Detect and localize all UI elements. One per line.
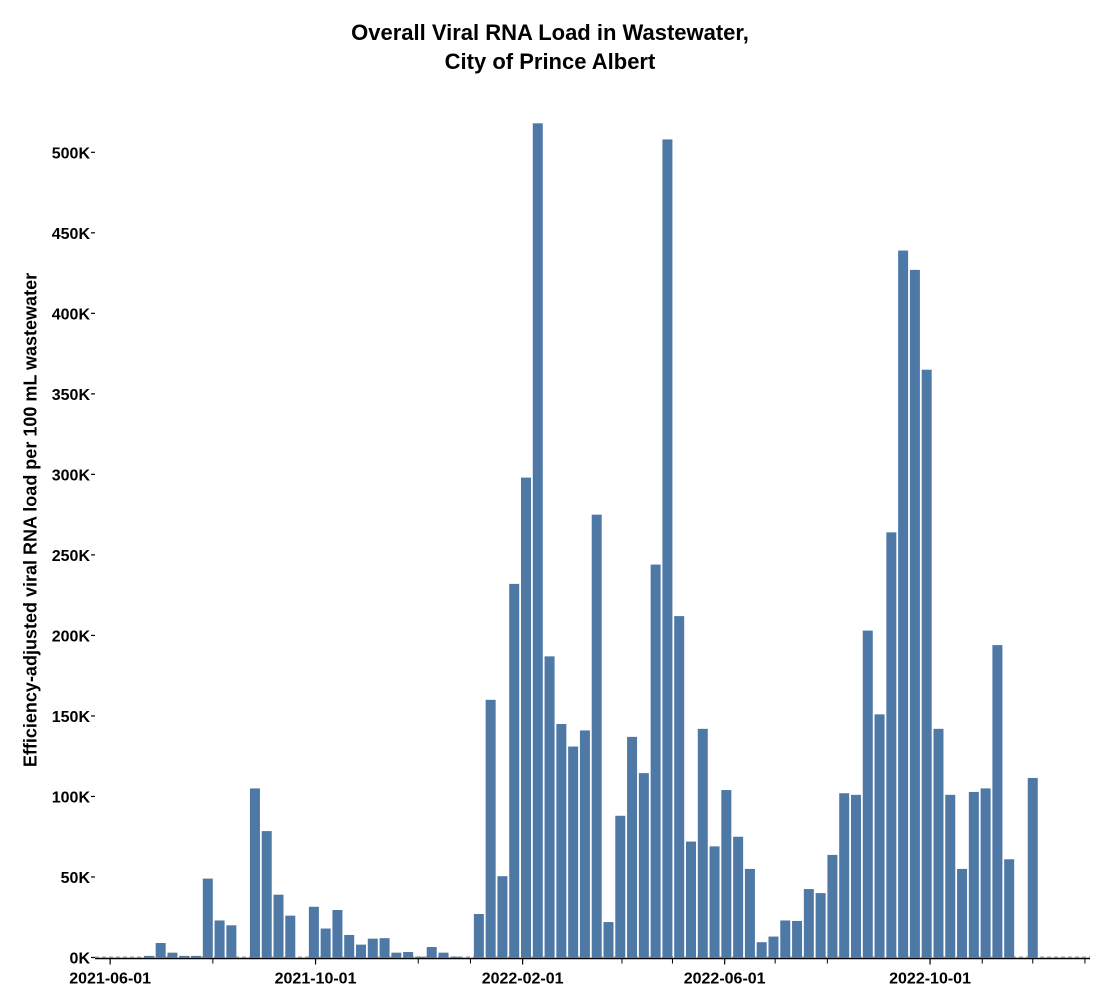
bar-2021-07-22	[191, 955, 202, 958]
bar-2022-04-07	[627, 736, 638, 958]
bar-2021-09-16	[285, 915, 296, 958]
bar-2022-06-23	[756, 942, 767, 958]
bar-2021-10-07	[320, 928, 331, 958]
y-tick-label: 50K	[61, 870, 91, 887]
bar-2022-08-04	[827, 854, 838, 958]
bar-2022-10-13	[945, 794, 956, 958]
bar-2022-09-15	[898, 250, 909, 958]
bar-2022-06-02	[721, 790, 732, 958]
bar-2021-09-30	[308, 906, 319, 958]
bar-2021-08-12	[226, 925, 237, 958]
bar-2022-04-14	[638, 773, 649, 958]
bar-2021-11-04	[367, 938, 378, 958]
y-tick-label: 450K	[52, 226, 91, 243]
chart-title: Overall Viral RNA Load in Wastewater, Ci…	[0, 18, 1100, 76]
bar-2022-07-07	[780, 920, 791, 958]
bar-2022-06-30	[768, 936, 779, 958]
bar-2022-01-20	[497, 876, 508, 958]
bar-2021-07-15	[179, 955, 190, 958]
bar-2022-08-11	[839, 793, 850, 958]
bar-2022-05-19	[697, 728, 708, 958]
bar-2022-02-17	[544, 656, 555, 958]
bar-2021-11-25	[403, 952, 414, 958]
bar-2022-03-03	[568, 746, 579, 958]
bar-2022-12-01	[1027, 777, 1038, 958]
bar-2022-11-10	[992, 645, 1003, 958]
bar-2022-07-28	[815, 893, 826, 958]
bar-2022-09-22	[909, 269, 920, 958]
y-tick-label: 400K	[52, 306, 91, 323]
bar-2022-03-17	[591, 514, 602, 958]
axes-group: 2021-06-01 2021-10-01 2022-02-01 2022-06-01…	[52, 145, 1090, 988]
bar-2022-10-06	[933, 728, 944, 958]
bar-2022-01-13	[485, 699, 496, 958]
bar-2021-10-21	[344, 934, 355, 958]
x-tick-label: 2021-10-01	[275, 971, 357, 988]
bar-2022-05-26	[709, 846, 720, 958]
bar-2022-08-25	[862, 630, 873, 958]
bar-2021-07-29	[202, 878, 213, 958]
x-tick-label: 2022-02-01	[482, 971, 564, 988]
bar-2022-03-10	[579, 730, 590, 958]
bar-2022-01-27	[509, 583, 520, 958]
bar-2022-04-21	[650, 564, 661, 958]
bar-2021-09-09	[273, 894, 284, 958]
bar-2022-07-21	[803, 889, 814, 958]
bar-2021-08-26	[249, 788, 260, 958]
bar-2022-02-10	[532, 123, 543, 958]
bar-2021-08-05	[214, 920, 225, 958]
bars-group	[95, 123, 1090, 958]
bar-2021-07-08	[167, 952, 178, 958]
y-tick-label: 0K	[70, 951, 91, 968]
bar-2022-10-20	[957, 868, 968, 958]
bar-2021-11-18	[391, 952, 402, 958]
bar-2022-11-03	[980, 788, 991, 958]
bar-2021-10-28	[356, 944, 367, 958]
chart-title-line-1: Overall Viral RNA Load in Wastewater,	[351, 20, 749, 45]
x-tick-label: 2021-06-01	[69, 971, 151, 988]
bar-2021-06-24	[143, 955, 154, 958]
chart-title-line-2: City of Prince Albert	[444, 49, 656, 74]
x-tick-label: 2022-06-01	[684, 971, 766, 988]
y-tick-label: 150K	[52, 709, 91, 726]
y-tick-label: 500K	[52, 145, 91, 162]
bar-2022-11-17	[1004, 859, 1015, 958]
bar-2021-12-02	[414, 956, 425, 958]
bar-2022-03-24	[603, 922, 614, 958]
bar-2022-06-16	[744, 868, 755, 958]
bar-2022-09-01	[874, 714, 885, 958]
bar-2021-12-09	[426, 947, 437, 958]
bar-2021-11-11	[379, 938, 390, 958]
y-tick-label: 350K	[52, 387, 91, 404]
bar-2022-09-29	[921, 369, 932, 958]
bar-2022-07-14	[792, 920, 803, 958]
bar-2022-03-31	[615, 815, 626, 958]
bar-2021-10-14	[332, 909, 343, 958]
bar-2022-02-24	[556, 723, 567, 958]
bar-2022-01-06	[473, 914, 484, 958]
bar-2022-10-27	[968, 791, 979, 958]
y-tick-label: 300K	[52, 467, 91, 484]
y-tick-label: 200K	[52, 628, 91, 645]
bar-2022-08-18	[850, 794, 861, 958]
bar-2022-02-03	[520, 477, 531, 958]
y-tick-label: 250K	[52, 548, 91, 565]
bar-2022-06-09	[733, 836, 744, 958]
bar-2022-05-05	[674, 616, 685, 958]
bar-2022-09-08	[886, 532, 897, 958]
x-tick-label: 2022-10-01	[889, 971, 971, 988]
bar-2021-12-16	[438, 952, 449, 958]
y-tick-label: 100K	[52, 789, 91, 806]
bar-2022-04-28	[662, 139, 673, 958]
bar-2021-12-23	[450, 956, 461, 958]
bar-2021-09-02	[261, 831, 272, 958]
bar-2021-07-01	[155, 943, 166, 958]
bar-2022-05-12	[685, 841, 696, 958]
